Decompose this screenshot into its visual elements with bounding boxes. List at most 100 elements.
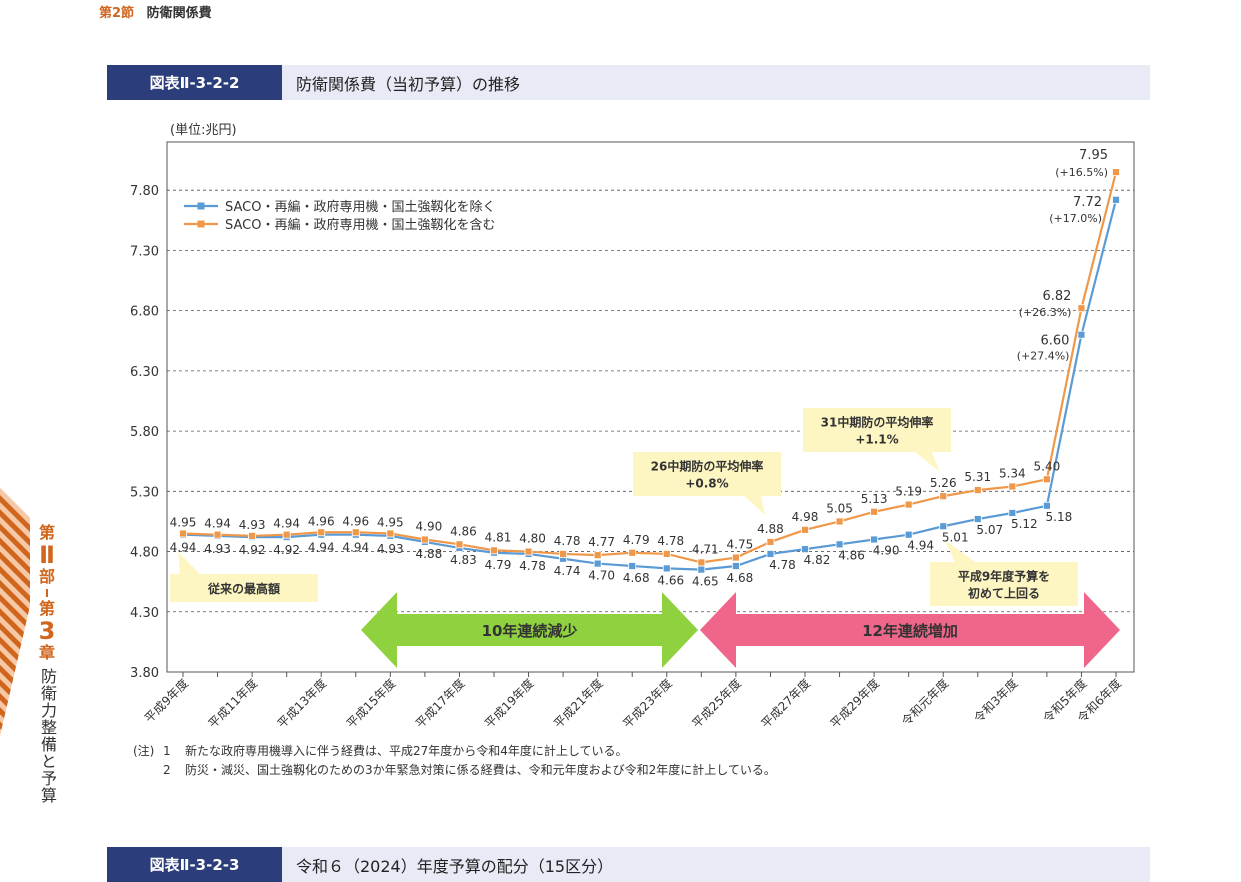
legend: SACO・再編・政府専用機・国土強靱化を除く SACO・再編・政府専用機・国土強靱… — [184, 199, 495, 233]
series-1-point — [1077, 330, 1086, 339]
series-2-point — [628, 548, 637, 557]
decrease-arrow-label: 10年連続減少 — [482, 622, 578, 640]
part-suffix: 部 — [38, 567, 55, 586]
y-tick-label: 5.80 — [130, 425, 159, 440]
data-label-incl: 4.90 — [416, 520, 443, 534]
callout-exceeds-h9-box — [930, 562, 1078, 606]
note-text: 新たな政府専用機導入に伴う経費は、平成27年度から令和4年度に計上している。 — [185, 744, 628, 758]
note-index: 1 — [163, 744, 171, 758]
data-label-excl: 4.79 — [485, 558, 512, 572]
series-2-point — [1077, 304, 1086, 313]
data-label-incl: 4.94 — [273, 517, 300, 531]
data-label-excl: 4.92 — [239, 543, 266, 557]
series-2-point — [870, 507, 879, 516]
data-label-incl: 4.96 — [308, 514, 335, 528]
data-label-excl: 4.94 — [342, 541, 369, 555]
data-label-incl: 5.31 — [964, 470, 991, 484]
data-label-excl: 7.72 — [1073, 195, 1102, 210]
series-1-point — [593, 559, 602, 568]
data-label-excl: 5.12 — [1011, 517, 1038, 531]
x-tick-label: 平成21年度 — [550, 676, 605, 731]
series-2-point — [801, 525, 809, 534]
callout-26-plan-tail — [740, 492, 765, 515]
series-2-point — [317, 528, 326, 537]
side-nav: 第 Ⅱ 部 第 3 章 防衛力整備と予算 — [36, 524, 58, 805]
series-1-point — [1008, 509, 1017, 517]
data-label-excl: 5.01 — [942, 530, 969, 544]
divider — [46, 589, 48, 597]
trend-arrows: 10年連続減少 12年連続増加 — [361, 592, 1120, 668]
series-2-point — [1042, 475, 1051, 484]
legend-marker — [197, 202, 205, 210]
section-name: 防衛関係費 — [146, 6, 212, 21]
figure-title: 防衛関係費（当初予算）の推移 — [296, 74, 521, 94]
callout-previous-high-text: 従来の最高額 — [207, 581, 280, 596]
x-tick-label: 平成19年度 — [481, 676, 536, 731]
data-label-excl: 4.90 — [873, 544, 900, 558]
callout-31-plan-text: +1.1% — [855, 433, 898, 447]
data-label-incl: 4.78 — [657, 534, 684, 548]
data-label-incl: 5.13 — [861, 492, 888, 506]
series-2-point — [455, 540, 464, 549]
data-label-excl: 4.78 — [769, 558, 796, 572]
series-1-point — [731, 562, 740, 570]
part-number: Ⅱ — [39, 541, 55, 569]
callout-31-plan-text: 31中期防の平均伸率 — [821, 415, 934, 430]
series-2-point — [593, 551, 602, 560]
y-tick-label: 6.80 — [130, 305, 159, 320]
section-number: 第2節 — [99, 6, 135, 21]
data-label-incl: 4.95 — [377, 515, 404, 529]
growth-note: (+16.5%) — [1055, 166, 1108, 179]
note-1: (注) 1 新たな政府専用機導入に伴う経費は、平成27年度から令和4年度に計上し… — [133, 742, 776, 761]
series-line-1 — [182, 199, 1118, 571]
series-2-point — [904, 500, 913, 509]
series-2-point — [248, 531, 257, 540]
legend-marker — [197, 220, 205, 228]
series-2-point — [1112, 168, 1120, 177]
series-1-point — [973, 515, 982, 523]
series-1-point — [870, 535, 879, 544]
data-label-excl: 4.93 — [377, 542, 404, 556]
growth-note: (+26.3%) — [1019, 306, 1072, 319]
series-1-point — [939, 522, 948, 531]
data-label-incl: 4.75 — [727, 538, 754, 552]
y-tick-label: 7.80 — [130, 184, 159, 199]
data-label-excl: 4.74 — [554, 564, 581, 578]
x-tick-label: 平成9年度 — [141, 676, 191, 726]
data-label-incl: 7.95 — [1079, 148, 1108, 163]
series-2-point — [1008, 482, 1017, 491]
data-label-excl: 4.88 — [416, 547, 443, 561]
growth-note: (+17.0%) — [1049, 212, 1102, 225]
data-label-incl: 4.79 — [623, 533, 650, 547]
x-tick-label: 平成25年度 — [689, 676, 744, 731]
callout-exceeds-h9-text: 初めて上回る — [968, 586, 1040, 601]
x-tick-label: 平成13年度 — [274, 676, 329, 731]
data-label-excl: 4.94 — [308, 541, 335, 555]
data-label-incl: 4.88 — [757, 522, 784, 536]
data-label-incl: 4.93 — [239, 518, 266, 532]
series-1-point — [628, 562, 637, 570]
figure-number: 図表Ⅱ-3-2-2 — [107, 65, 282, 100]
data-label-excl: 4.68 — [727, 571, 754, 585]
unit-label: (単位:兆円) — [170, 122, 237, 138]
x-tick-label: 令和3年度 — [971, 676, 1021, 726]
x-tick-label: 平成29年度 — [827, 676, 882, 731]
series-2-point — [973, 486, 982, 495]
section-header: 第2節 防衛関係費 — [99, 2, 212, 21]
callout-31-plan-tail — [910, 448, 940, 472]
side-tab — [0, 488, 30, 736]
callout-previous-high-box — [170, 574, 318, 602]
x-tick-label: 平成15年度 — [343, 676, 398, 731]
series-2-point — [766, 538, 775, 546]
callouts: 従来の最高額 26中期防の平均伸率 +0.8% 31中期防の平均伸率 +1.1% 平成9年… — [170, 408, 1078, 606]
data-label-excl: 4.86 — [838, 548, 865, 562]
side-tab-shape — [0, 488, 30, 736]
callout-exceeds-h9-tail — [945, 540, 975, 562]
series-1-point — [801, 545, 809, 554]
note-text: 防災・減災、国土強靱化のための3か年緊急対策に係る経費は、令和元年度および令和2… — [185, 763, 776, 777]
chapter-prefix: 第 — [38, 599, 55, 618]
data-label-incl: 4.96 — [342, 514, 369, 528]
plot-frame — [166, 141, 1135, 673]
series-2-point — [524, 547, 533, 556]
series-line-2 — [182, 171, 1118, 564]
